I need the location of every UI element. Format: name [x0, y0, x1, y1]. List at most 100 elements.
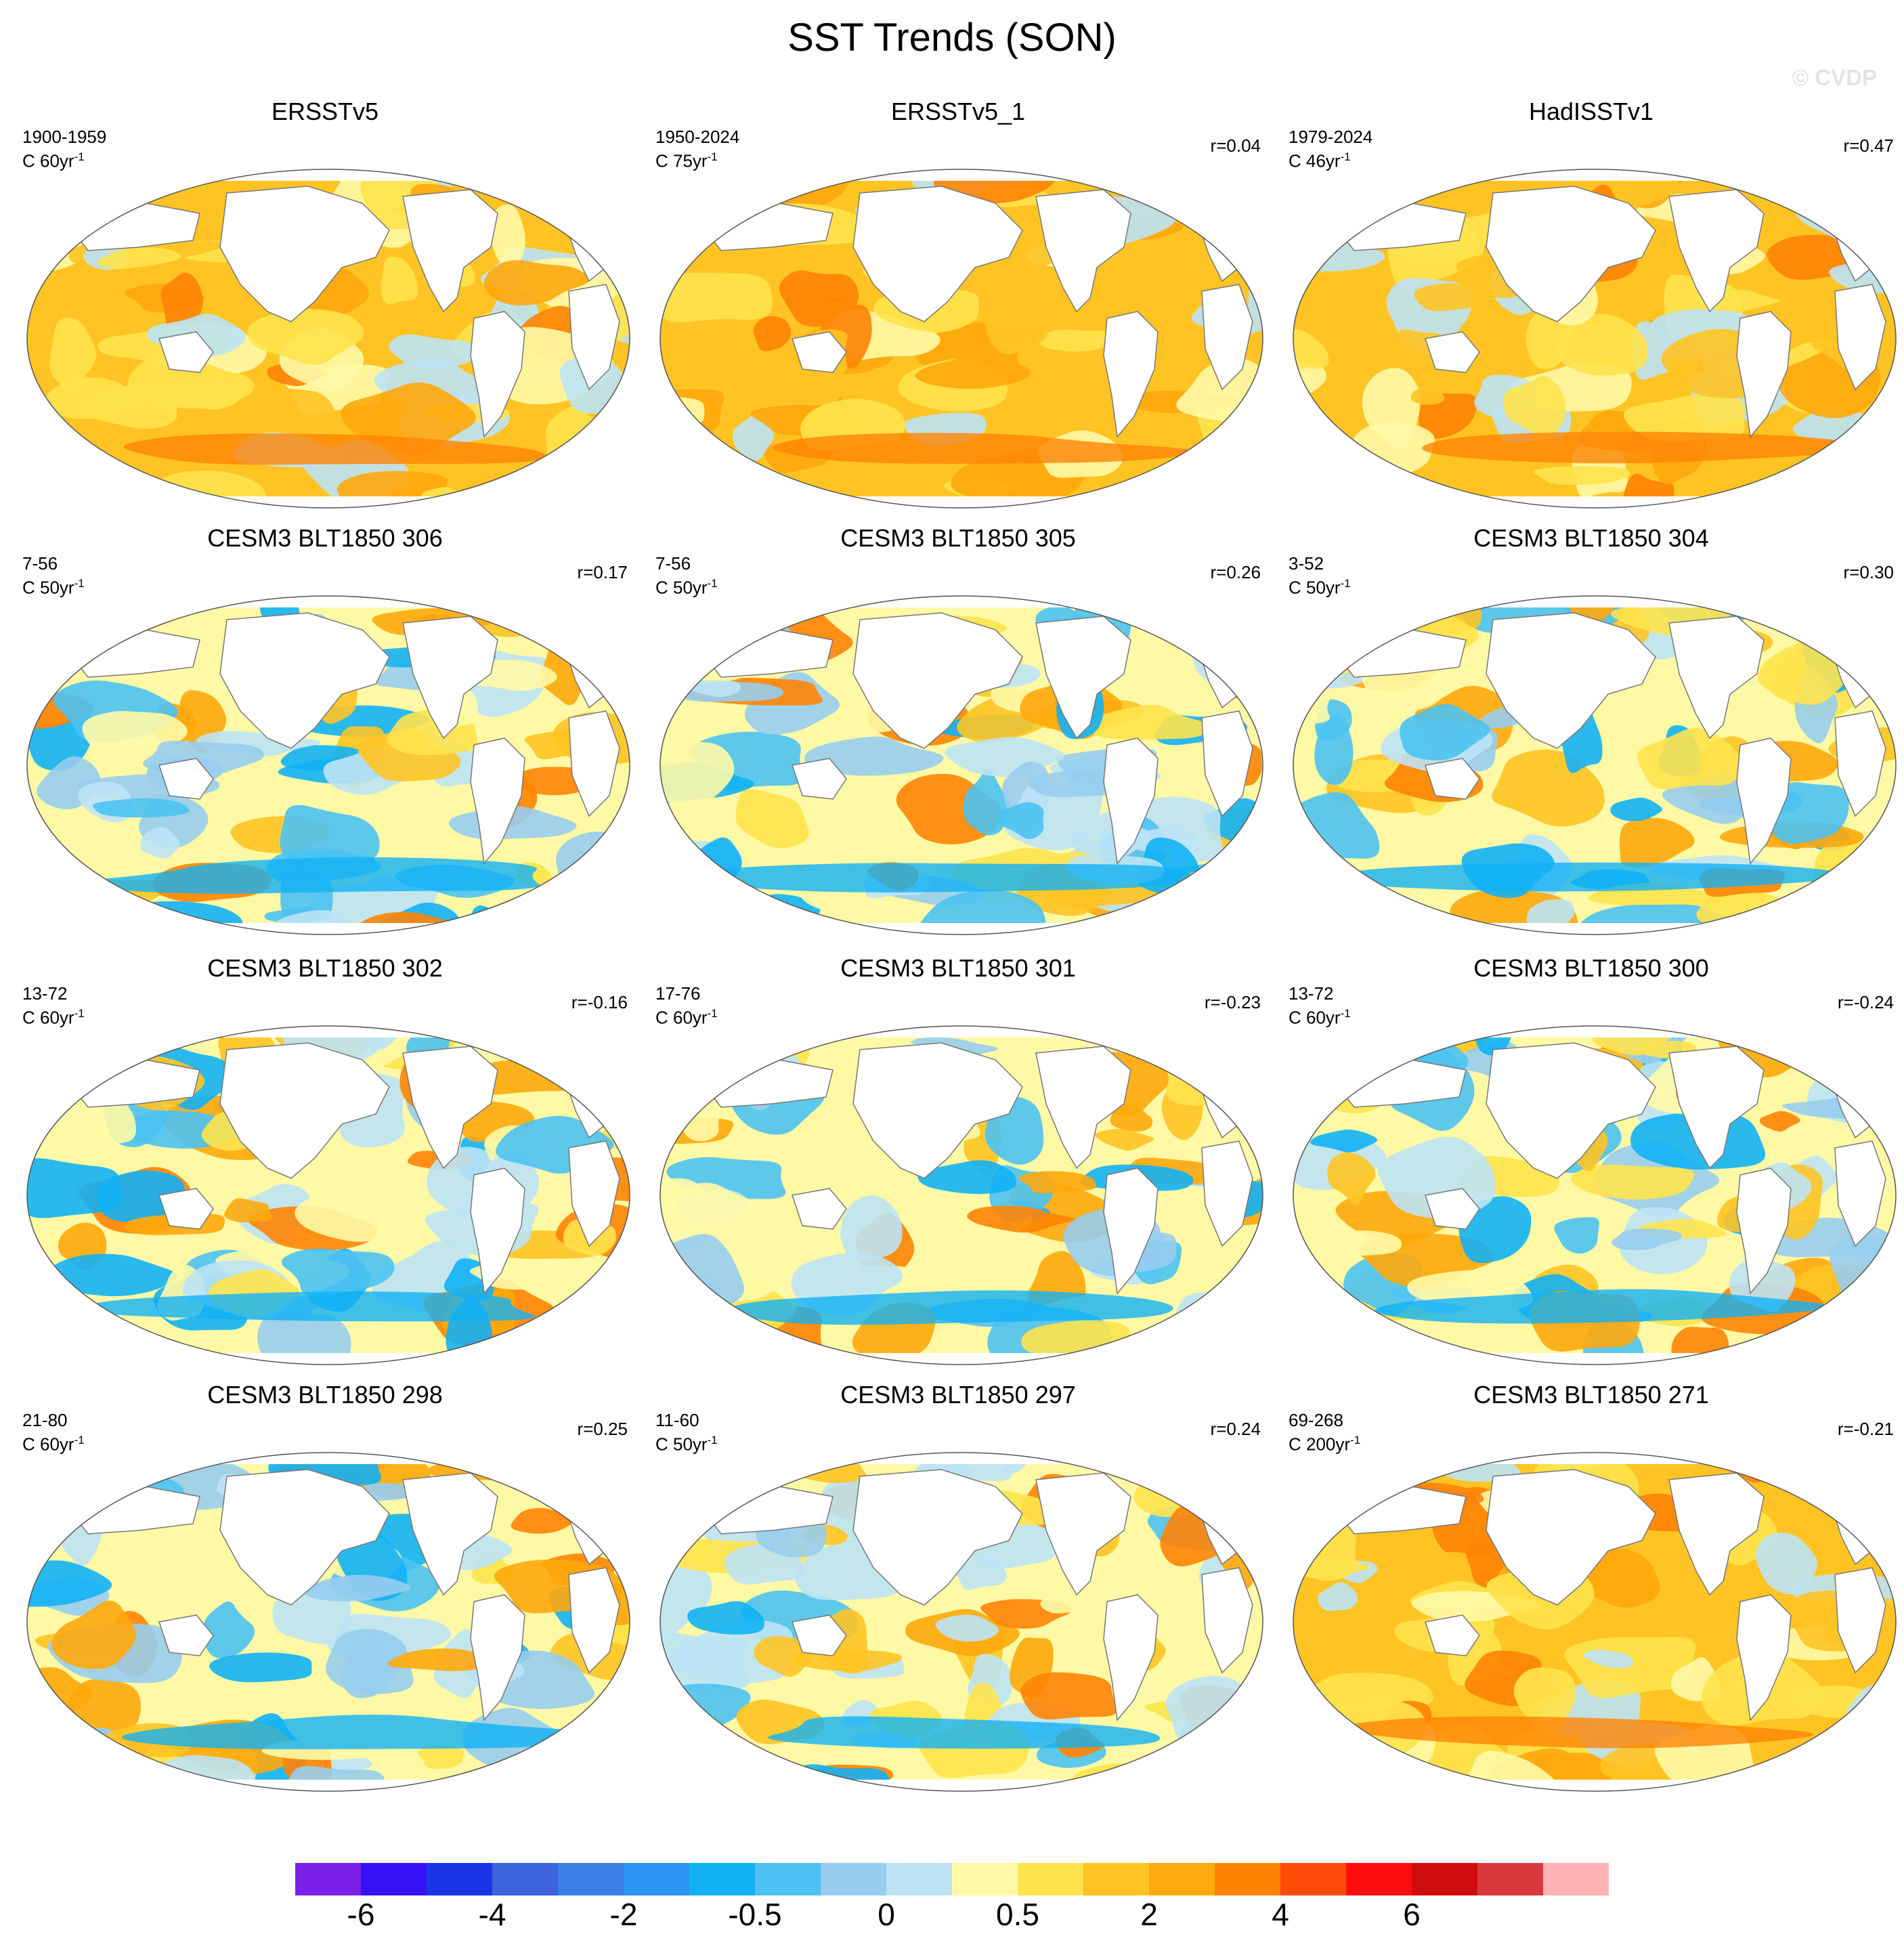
- credit-watermark: © CVDP: [1792, 65, 1877, 90]
- colorbar-swatch: [492, 1863, 558, 1895]
- panel-title: CESM3 BLT1850 271: [1473, 1381, 1709, 1409]
- sst-trend-map: [26, 169, 630, 509]
- panel-correlation: r=0.04: [1210, 135, 1261, 156]
- panel-correlation: r=0.17: [577, 562, 628, 582]
- panel-title: CESM3 BLT1850 304: [1473, 524, 1709, 552]
- panel-units: C 60yr-1: [655, 1007, 718, 1028]
- colorbar-tick-label: 2: [1140, 1897, 1158, 1932]
- colorbar-tick-label: -4: [478, 1897, 506, 1932]
- panel-title: CESM3 BLT1850 306: [207, 524, 443, 552]
- colorbar-swatch: [427, 1863, 492, 1895]
- colorbar-swatch: [1149, 1863, 1215, 1895]
- panel-period: 1900-1959: [22, 127, 107, 147]
- colorbar-tick-label: -2: [609, 1897, 638, 1932]
- sst-trend-map: [1293, 169, 1897, 509]
- colorbar-swatch: [952, 1863, 1018, 1895]
- panel-title: CESM3 BLT1850 301: [840, 954, 1076, 982]
- colorbar-swatch: [361, 1863, 427, 1895]
- panel-title: ERSSTv5: [271, 98, 379, 125]
- colorbar-swatch: [1477, 1863, 1543, 1895]
- sst-trend-map: [26, 595, 630, 935]
- colorbar-tick-label: 0.5: [996, 1897, 1039, 1932]
- panel-units: C 50yr-1: [1289, 577, 1351, 598]
- panel-correlation: r=-0.23: [1204, 992, 1261, 1012]
- map-panel: CESM3 BLT1850 305 7-56 C 50yr-1 r=0.26: [643, 525, 1273, 945]
- panel-units: C 60yr-1: [1289, 1007, 1351, 1028]
- panel-title: ERSSTv5_1: [890, 98, 1026, 125]
- panel-correlation: r=0.26: [1210, 562, 1261, 582]
- panel-period: 7-56: [655, 553, 691, 574]
- sst-trend-map: [659, 1025, 1263, 1365]
- map-panel: CESM3 BLT1850 271 69-268 C 200yr-1 r=-0.21: [1276, 1381, 1904, 1801]
- panel-period: 17-76: [655, 983, 701, 1004]
- colorbar-tick-label: 4: [1272, 1897, 1289, 1932]
- sst-trend-map: [1293, 595, 1897, 935]
- panel-correlation: r=-0.24: [1837, 992, 1894, 1012]
- sst-trend-map: [1293, 1452, 1897, 1792]
- map-panel: CESM3 BLT1850 304 3-52 C 50yr-1 r=0.30: [1276, 525, 1904, 945]
- colorbar-tick-label: -6: [347, 1897, 375, 1932]
- panel-title: CESM3 BLT1850 305: [840, 524, 1076, 552]
- panel-period: 3-52: [1289, 553, 1324, 574]
- panel-title: CESM3 BLT1850 300: [1473, 954, 1709, 982]
- panel-correlation: r=0.24: [1210, 1419, 1261, 1439]
- panel-correlation: r=0.25: [577, 1419, 628, 1439]
- panel-correlation: r=-0.16: [571, 992, 628, 1012]
- map-panel: ERSSTv5 1900-1959 C 60yr-1: [10, 98, 640, 518]
- colorbar-swatch: [1346, 1863, 1412, 1895]
- panel-period: 7-56: [22, 553, 58, 574]
- colorbar: [295, 1863, 1609, 1895]
- colorbar-swatch: [1083, 1863, 1149, 1895]
- colorbar-swatch: [821, 1863, 886, 1895]
- colorbar-tick-label: 6: [1403, 1897, 1421, 1932]
- map-panel: CESM3 BLT1850 298 21-80 C 60yr-1 r=0.25: [10, 1381, 640, 1801]
- map-panel: CESM3 BLT1850 302 13-72 C 60yr-1 r=-0.16: [10, 955, 640, 1375]
- panel-correlation: r=-0.21: [1837, 1419, 1894, 1439]
- panel-title: CESM3 BLT1850 302: [207, 954, 443, 982]
- colorbar-tick-label: 0: [878, 1897, 895, 1932]
- sst-trend-map: [659, 595, 1263, 935]
- panel-units: C 60yr-1: [22, 150, 85, 171]
- colorbar-swatch: [1215, 1863, 1280, 1895]
- colorbar-swatch: [689, 1863, 755, 1895]
- map-panel: CESM3 BLT1850 300 13-72 C 60yr-1 r=-0.24: [1276, 955, 1904, 1375]
- panel-units: C 50yr-1: [655, 577, 718, 598]
- panel-period: 11-60: [655, 1410, 699, 1430]
- sst-trend-map: [26, 1452, 630, 1792]
- panel-units: C 50yr-1: [655, 1434, 718, 1455]
- map-panel: HadISSTv1 1979-2024 C 46yr-1 r=0.47: [1276, 98, 1904, 518]
- map-panel: CESM3 BLT1850 306 7-56 C 50yr-1 r=0.17: [10, 525, 640, 945]
- panel-units: C 60yr-1: [22, 1007, 85, 1028]
- panel-units: C 46yr-1: [1289, 150, 1351, 171]
- colorbar-tick-label: -0.5: [728, 1897, 782, 1932]
- panel-units: C 200yr-1: [1289, 1434, 1361, 1455]
- map-panel: CESM3 BLT1850 297 11-60 C 50yr-1 r=0.24: [643, 1381, 1273, 1801]
- panel-title: HadISSTv1: [1528, 98, 1654, 125]
- panel-period: 13-72: [22, 983, 68, 1004]
- panel-period: 69-268: [1289, 1410, 1343, 1430]
- panel-period: 21-80: [22, 1410, 68, 1430]
- colorbar-swatch: [1280, 1863, 1346, 1895]
- panel-title: CESM3 BLT1850 297: [840, 1381, 1076, 1409]
- sst-trend-map: [659, 1452, 1263, 1792]
- colorbar-swatch: [295, 1863, 361, 1895]
- colorbar-swatch: [558, 1863, 624, 1895]
- sst-trend-map: [659, 169, 1263, 509]
- colorbar-swatch: [755, 1863, 821, 1895]
- panel-period: 1950-2024: [655, 127, 740, 147]
- colorbar-swatch: [886, 1863, 952, 1895]
- panel-period: 13-72: [1289, 983, 1334, 1004]
- colorbar-swatch: [624, 1863, 689, 1895]
- colorbar-swatch: [1018, 1863, 1083, 1895]
- panel-units: C 50yr-1: [22, 577, 85, 598]
- figure-title: SST Trends (SON): [787, 16, 1117, 60]
- panel-units: C 60yr-1: [22, 1434, 85, 1455]
- panel-period: 1979-2024: [1289, 127, 1373, 147]
- map-panel: ERSSTv5_1 1950-2024 C 75yr-1 r=0.04: [643, 98, 1273, 518]
- panel-units: C 75yr-1: [655, 150, 718, 171]
- panel-correlation: r=0.30: [1843, 562, 1894, 582]
- colorbar-swatch: [1543, 1863, 1609, 1895]
- sst-trend-map: [26, 1025, 630, 1365]
- map-panel: CESM3 BLT1850 301 17-76 C 60yr-1 r=-0.23: [643, 955, 1273, 1375]
- panel-correlation: r=0.47: [1843, 135, 1894, 156]
